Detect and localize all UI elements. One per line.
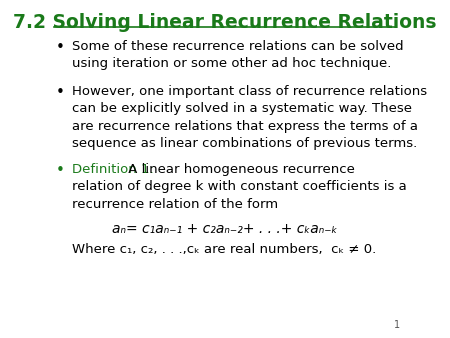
Text: relation of degree k with constant coefficients is a: relation of degree k with constant coeff… bbox=[72, 180, 407, 193]
Text: are recurrence relations that express the terms of a: are recurrence relations that express th… bbox=[72, 120, 418, 133]
Text: A linear homogeneous recurrence: A linear homogeneous recurrence bbox=[124, 163, 355, 176]
Text: recurrence relation of the form: recurrence relation of the form bbox=[72, 198, 279, 211]
Text: aₙ= c₁aₙ₋₁ + c₂aₙ₋₂+ . . .+ cₖaₙ₋ₖ: aₙ= c₁aₙ₋₁ + c₂aₙ₋₂+ . . .+ cₖaₙ₋ₖ bbox=[112, 222, 338, 236]
Text: Some of these recurrence relations can be solved: Some of these recurrence relations can b… bbox=[72, 40, 404, 53]
Text: •: • bbox=[55, 163, 64, 178]
Text: 1: 1 bbox=[394, 320, 400, 330]
Text: •: • bbox=[55, 40, 64, 55]
Text: can be explicitly solved in a systematic way. These: can be explicitly solved in a systematic… bbox=[72, 102, 412, 115]
Text: Definition 1:: Definition 1: bbox=[72, 163, 154, 176]
Text: sequence as linear combinations of previous terms.: sequence as linear combinations of previ… bbox=[72, 137, 418, 150]
Text: Where c₁, c₂, . . .,cₖ are real numbers,  cₖ ≠ 0.: Where c₁, c₂, . . .,cₖ are real numbers,… bbox=[72, 243, 377, 256]
Text: 7.2 Solving Linear Recurrence Relations: 7.2 Solving Linear Recurrence Relations bbox=[13, 13, 436, 32]
Text: However, one important class of recurrence relations: However, one important class of recurren… bbox=[72, 85, 427, 98]
Text: •: • bbox=[55, 85, 64, 100]
Text: using iteration or some other ad hoc technique.: using iteration or some other ad hoc tec… bbox=[72, 57, 392, 70]
